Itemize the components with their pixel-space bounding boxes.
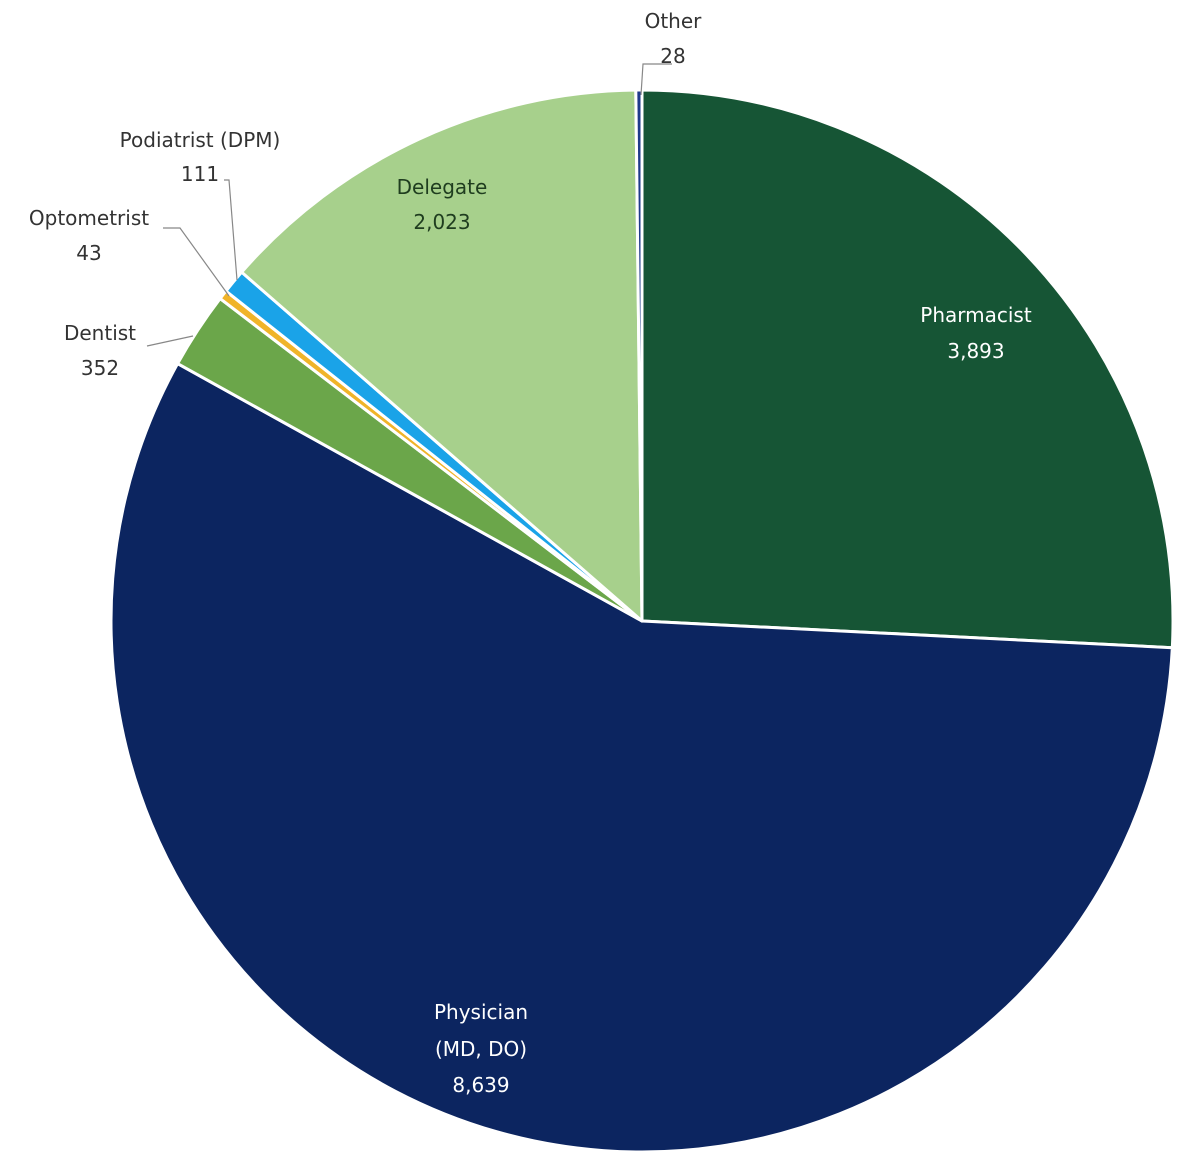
podiatrist-leader-line [224, 179, 238, 281]
optometrist-leader-line [163, 227, 230, 297]
pie-slice-delegate [240, 88, 644, 623]
optometrist-value: 43 [76, 241, 101, 265]
physician-label-line2: (MD, DO) [435, 1037, 527, 1061]
podiatrist-value: 111 [181, 162, 219, 186]
dentist-value: 352 [81, 356, 119, 380]
other-value: 28 [660, 44, 685, 68]
dentist-leader-line [146, 335, 194, 347]
physician-label-line1: Physician [434, 1000, 528, 1024]
delegate-label: Delegate [397, 175, 488, 199]
other-leader-line [640, 63, 672, 96]
physician-value: 8,639 [452, 1073, 509, 1097]
pharmacist-value: 3,893 [947, 339, 1004, 363]
dentist-label: Dentist [64, 321, 136, 345]
pharmacist-label: Pharmacist [920, 303, 1032, 327]
delegate-value: 2,023 [413, 210, 470, 234]
other-label: Other [645, 9, 703, 33]
pie-slice-other [634, 88, 644, 623]
optometrist-label: Optometrist [29, 206, 149, 230]
podiatrist-label: Podiatrist (DPM) [120, 128, 281, 152]
pie-slice-physician-md-do [109, 362, 1174, 1151]
pie-slices [109, 88, 1175, 1151]
pie-slice-pharmacist [640, 88, 1175, 650]
